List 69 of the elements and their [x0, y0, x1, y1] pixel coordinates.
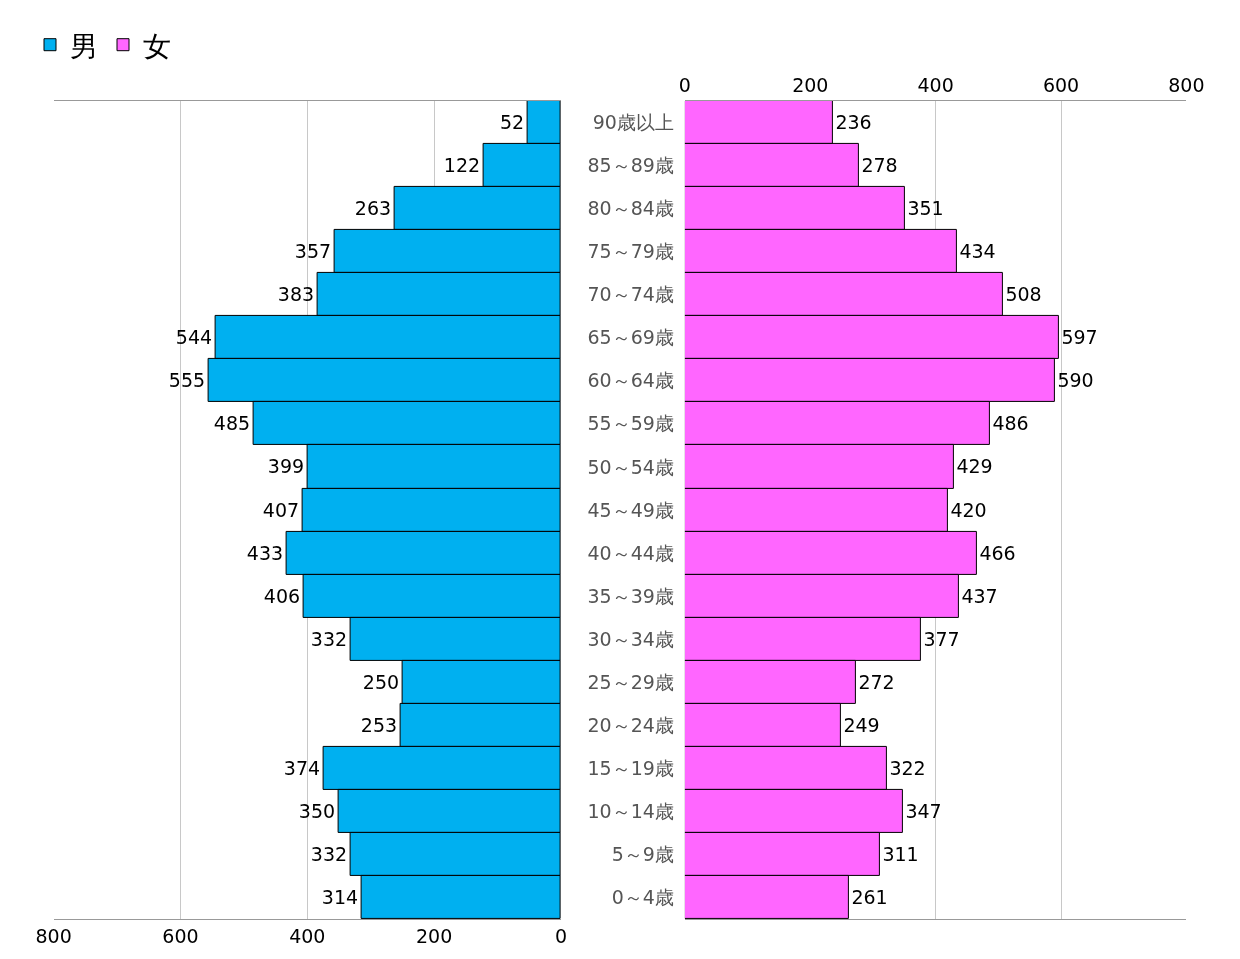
- y-tick-label: 40～44歳: [587, 541, 674, 564]
- data-label: 350: [298, 799, 336, 822]
- x-tick-label: 0: [554, 924, 568, 947]
- y-tick-label: 55～59歳: [587, 412, 674, 435]
- data-label: 263: [354, 196, 392, 219]
- x-tick-label: 200: [416, 924, 453, 947]
- data-label: 399: [267, 455, 305, 478]
- data-label: 52: [499, 110, 525, 133]
- y-tick-label: 70～74歳: [587, 283, 674, 306]
- data-label: 466: [979, 541, 1016, 564]
- y-tick-label: 90歳以上: [592, 111, 674, 134]
- data-label: 347: [905, 799, 942, 822]
- y-tick-label: 45～49歳: [587, 498, 674, 521]
- data-label: 377: [923, 627, 960, 650]
- data-label: 597: [1061, 325, 1098, 348]
- data-label: 437: [961, 584, 998, 607]
- data-label: 249: [843, 713, 880, 736]
- data-label: 433: [246, 541, 284, 564]
- data-label: 272: [858, 670, 895, 693]
- y-tick-label: 15～19歳: [587, 756, 674, 779]
- legend-label: 女: [143, 29, 171, 63]
- data-label: 508: [1005, 282, 1042, 305]
- data-label: 332: [310, 842, 348, 865]
- data-label: 122: [443, 153, 481, 176]
- y-tick-label: 50～54歳: [587, 455, 674, 478]
- data-label: 407: [262, 498, 300, 521]
- y-tick-label: 35～39歳: [587, 584, 674, 607]
- data-label: 311: [882, 842, 919, 865]
- x-tick-label: 400: [917, 74, 954, 97]
- y-tick-label: 85～89歳: [587, 154, 674, 177]
- x-tick-label: 200: [792, 74, 829, 97]
- data-label: 332: [310, 627, 348, 650]
- data-label: 261: [851, 885, 888, 908]
- data-label: 250: [362, 670, 400, 693]
- y-tick-label: 20～24歳: [587, 713, 674, 736]
- legend-label: 男: [70, 29, 98, 63]
- data-label: 429: [956, 455, 993, 478]
- data-label: 383: [277, 282, 315, 305]
- y-tick-label: 30～34歳: [587, 627, 674, 650]
- x-tick-label: 400: [289, 924, 326, 947]
- data-label: 485: [213, 411, 251, 434]
- data-label: 236: [835, 110, 872, 133]
- data-label: 253: [360, 713, 398, 736]
- data-label: 590: [1057, 368, 1094, 391]
- y-tick-label: 75～79歳: [587, 240, 674, 263]
- data-label: 555: [168, 368, 206, 391]
- y-tick-label: 65～69歳: [587, 326, 674, 349]
- y-tick-label: 5～9歳: [611, 843, 674, 866]
- y-tick-label: 80～84歳: [587, 197, 674, 220]
- data-label: 314: [321, 885, 359, 908]
- x-tick-label: 800: [1168, 74, 1205, 97]
- y-tick-label: 10～14歳: [587, 800, 674, 823]
- data-label: 434: [959, 239, 996, 262]
- y-tick-label: 0～4歳: [611, 886, 674, 909]
- data-label: 544: [175, 325, 213, 348]
- x-tick-label: 800: [35, 924, 72, 947]
- y-tick-label: 25～29歳: [587, 670, 674, 693]
- data-label: 357: [294, 239, 332, 262]
- y-tick-label: 60～64歳: [587, 369, 674, 392]
- data-label: 374: [283, 756, 321, 779]
- data-label: 486: [992, 411, 1029, 434]
- data-label: 351: [907, 196, 944, 219]
- x-tick-label: 0: [678, 74, 691, 97]
- x-tick-label: 600: [162, 924, 199, 947]
- x-tick-label: 600: [1042, 74, 1080, 97]
- data-label: 406: [263, 584, 301, 607]
- data-label: 420: [950, 498, 987, 521]
- data-label: 322: [889, 756, 926, 779]
- data-label: 278: [861, 153, 898, 176]
